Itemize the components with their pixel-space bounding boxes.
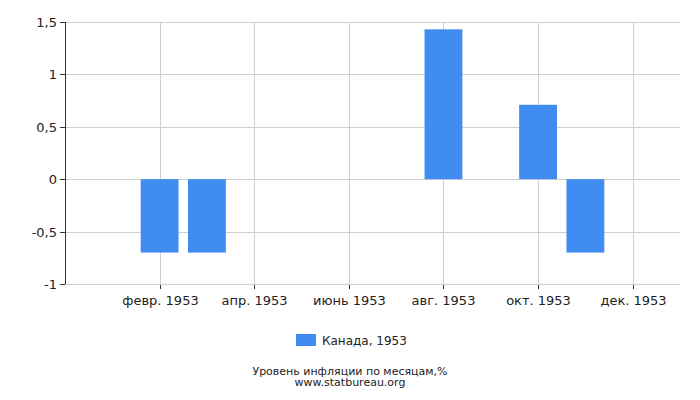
- x-tick-label: февр. 1953: [122, 293, 198, 308]
- y-tick-label: 1: [49, 67, 57, 82]
- x-axis: [65, 284, 680, 285]
- y-tick: [60, 179, 65, 180]
- grid-line-x: [349, 22, 350, 284]
- grid-line-x: [633, 22, 634, 284]
- grid-line: [65, 74, 680, 75]
- y-tick-label: -0,5: [32, 225, 57, 240]
- y-tick: [60, 22, 65, 23]
- legend-swatch: [296, 334, 316, 346]
- x-tick-label: дек. 1953: [600, 293, 666, 308]
- bar: [377, 179, 415, 180]
- bars: [141, 29, 605, 252]
- bar: [283, 179, 321, 180]
- subtitle: www.statbureau.org: [295, 376, 406, 389]
- y-axis: [65, 22, 66, 284]
- y-tick: [60, 74, 65, 75]
- chart: -1 -0,5 0 0,5 1 1,5 февр. 1953 апр. 1953 июнь 19…: [0, 0, 700, 400]
- bar: [141, 179, 179, 252]
- legend-label: Канада, 1953: [322, 334, 407, 348]
- x-tick-label: окт. 1953: [506, 293, 571, 308]
- bar: [566, 179, 604, 252]
- y-tick-label: 1,5: [36, 15, 57, 30]
- y-tick-label: 0,5: [36, 120, 57, 135]
- grid-line: [65, 284, 680, 285]
- y-tick-label: 0: [49, 172, 57, 187]
- legend: Канада, 1953: [296, 334, 407, 348]
- bar: [330, 179, 368, 180]
- bar: [425, 29, 463, 179]
- bar: [188, 179, 226, 252]
- grid-line: [65, 127, 680, 128]
- y-tick: [60, 232, 65, 233]
- x-tick-label: июнь 1953: [313, 293, 386, 308]
- x-tick-label: апр. 1953: [221, 293, 287, 308]
- y-tick-label: -1: [44, 277, 57, 292]
- grid-line-x: [254, 22, 255, 284]
- y-tick: [60, 127, 65, 128]
- bar: [519, 105, 557, 179]
- x-tick-label: авг. 1953: [412, 293, 476, 308]
- bar: [235, 179, 273, 180]
- grid-line: [65, 22, 680, 23]
- bar: [472, 179, 510, 180]
- y-tick: [60, 284, 65, 285]
- bar: [614, 179, 652, 180]
- bar: [93, 179, 131, 180]
